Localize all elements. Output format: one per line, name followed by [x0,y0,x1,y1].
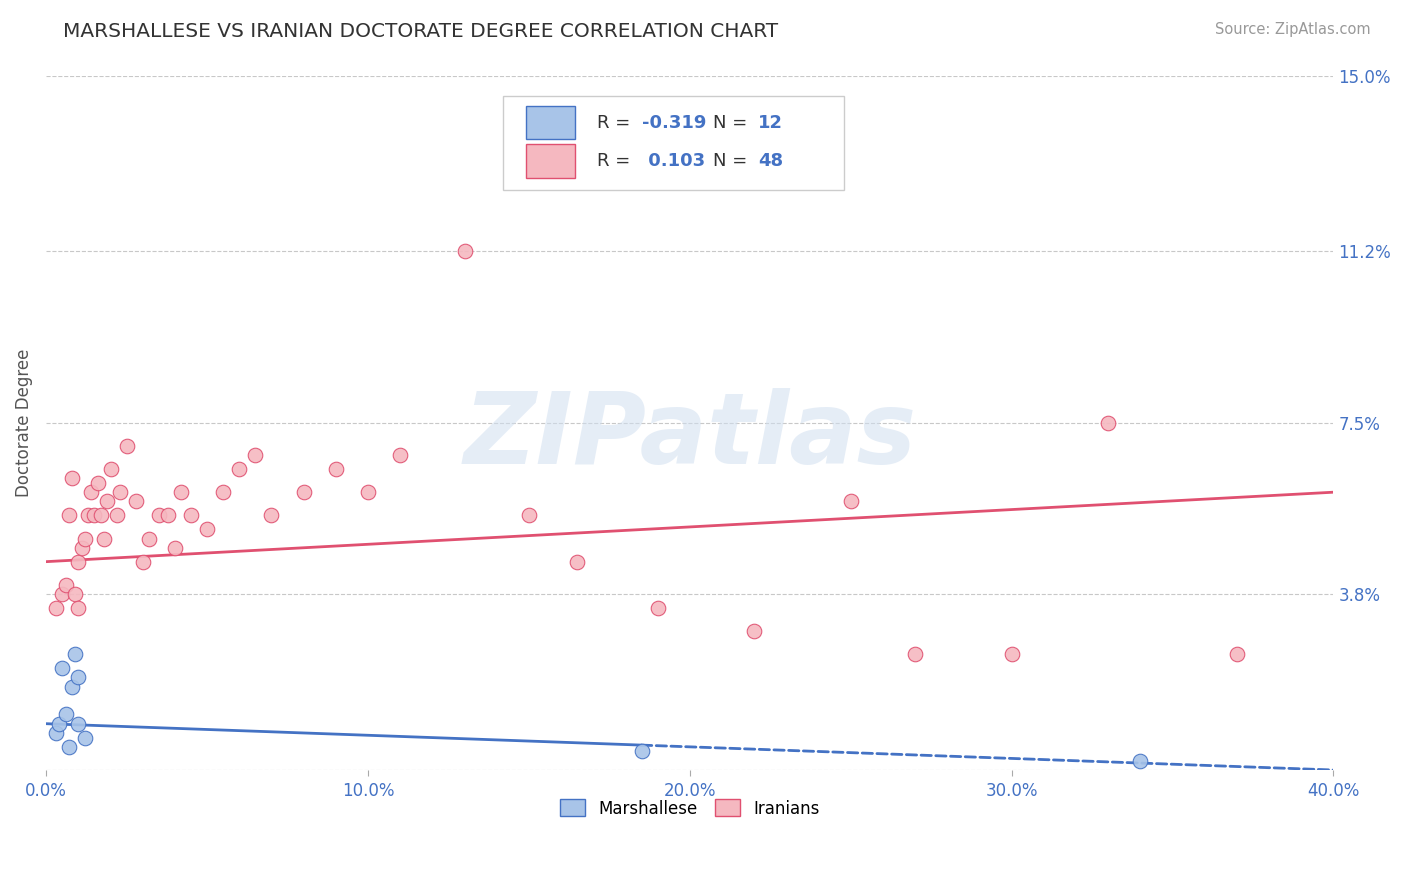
Text: ZIPatlas: ZIPatlas [463,388,917,485]
Point [148,508,170,523]
Point [93,532,115,546]
Legend: Marshallese, Iranians: Marshallese, Iranians [554,793,825,824]
Text: N =: N = [713,114,754,132]
Text: -0.319: -0.319 [643,114,707,132]
Text: R =: R = [598,152,636,170]
Text: N =: N = [713,152,754,170]
Point [1000,647,1022,661]
Point [83,508,105,523]
Point [163,541,186,555]
Point [1129,754,1152,768]
Point [73,532,96,546]
Point [105,508,128,523]
Point [132,555,155,569]
Point [77,508,100,523]
Point [48,716,70,731]
Point [45,601,67,615]
Point [51,587,73,601]
Point [138,532,160,546]
Point [96,494,118,508]
Point [647,601,669,615]
Point [389,448,412,462]
Point [58,508,80,523]
Point [58,739,80,754]
Point [228,462,250,476]
Point [742,624,765,639]
Point [565,555,588,569]
Point [630,744,652,758]
Text: MARSHALLESE VS IRANIAN DOCTORATE DEGREE CORRELATION CHART: MARSHALLESE VS IRANIAN DOCTORATE DEGREE … [63,22,779,41]
Point [839,494,862,508]
Text: R =: R = [598,114,636,132]
Point [125,494,148,508]
Point [292,485,315,500]
Point [108,485,131,500]
Point [51,661,73,675]
Point [86,475,108,490]
Point [170,485,193,500]
Y-axis label: Doctorate Degree: Doctorate Degree [15,349,32,497]
Point [90,508,112,523]
Text: 48: 48 [758,152,783,170]
FancyBboxPatch shape [503,96,844,190]
Text: 0.103: 0.103 [643,152,706,170]
Point [212,485,235,500]
Point [453,244,475,259]
Point [325,462,347,476]
Point [70,541,93,555]
Point [45,726,67,740]
Point [80,485,103,500]
Point [67,601,90,615]
Point [73,731,96,745]
Point [904,647,927,661]
Point [195,522,218,536]
Bar [526,106,575,139]
Point [60,680,83,694]
Point [1226,647,1249,661]
Point [67,670,90,684]
Point [260,508,283,523]
Point [357,485,380,500]
Point [245,448,267,462]
Point [55,578,77,592]
Point [180,508,202,523]
Text: 12: 12 [758,114,783,132]
Point [55,707,77,722]
Point [63,587,86,601]
Bar [526,145,575,178]
Point [67,555,90,569]
Point [157,508,180,523]
Point [115,439,138,453]
Point [60,471,83,485]
Point [100,462,122,476]
Text: Source: ZipAtlas.com: Source: ZipAtlas.com [1215,22,1371,37]
Point [63,647,86,661]
Point [1097,416,1119,430]
Point [517,508,540,523]
Point [67,716,90,731]
